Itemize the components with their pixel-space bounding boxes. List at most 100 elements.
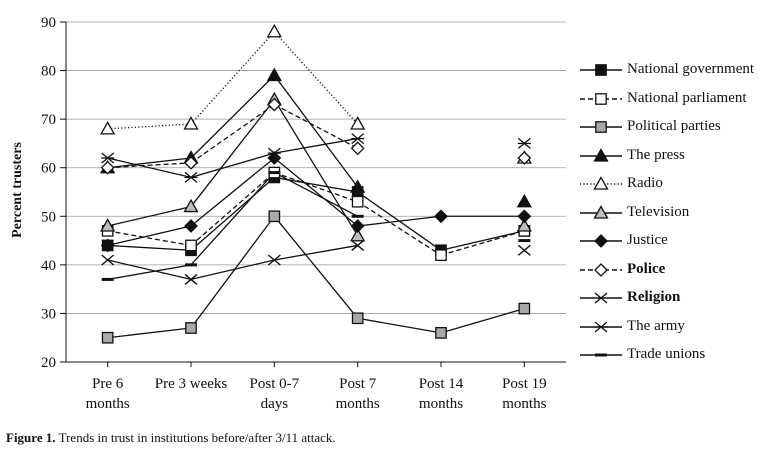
marker-stroke xyxy=(351,239,365,251)
x-tick-label: Pre 6 xyxy=(92,376,124,392)
data-point xyxy=(516,218,532,232)
legend-marker xyxy=(595,64,607,76)
series-segment xyxy=(190,157,275,227)
legend-item: The press xyxy=(578,143,784,172)
legend-item: National parliament xyxy=(578,86,784,115)
series-justice xyxy=(107,157,525,247)
legend-swatch xyxy=(580,321,622,332)
y-tick-label: 70 xyxy=(41,112,56,128)
legend-item: Radio xyxy=(578,171,784,200)
series-segment xyxy=(107,162,192,169)
legend-marker xyxy=(595,121,607,133)
series-segment xyxy=(440,230,525,256)
legend: National government National parliament Po… xyxy=(578,57,784,371)
data-point xyxy=(350,179,366,193)
series-segment xyxy=(107,157,192,179)
figure-caption: Figure 1. Trends in trust in institution… xyxy=(6,430,336,446)
marker-stroke xyxy=(184,273,198,285)
legend-label: Justice xyxy=(627,232,668,248)
marker-stroke xyxy=(517,244,531,256)
series-segment xyxy=(190,176,275,251)
markers-radio xyxy=(100,23,532,164)
series-political-parties xyxy=(107,215,525,339)
series-radio xyxy=(107,31,359,130)
legend-item: The army xyxy=(578,314,784,343)
data-point xyxy=(266,23,282,38)
legend-swatch xyxy=(580,234,622,248)
data-point xyxy=(351,312,364,325)
data-point xyxy=(185,322,197,334)
data-point xyxy=(435,249,447,261)
data-point xyxy=(267,254,281,266)
markers-the-press xyxy=(100,67,532,208)
x-tick-label: days xyxy=(261,396,289,412)
y-tick-label: 30 xyxy=(41,306,56,322)
legend-item: Political parties xyxy=(578,114,784,143)
legend-swatch xyxy=(580,292,622,304)
legend-item: Television xyxy=(578,200,784,229)
legend-item: Religion xyxy=(578,285,784,314)
markers-national-parliament xyxy=(101,166,531,261)
legend-label: Trade unions xyxy=(627,346,706,362)
data-point xyxy=(350,219,365,233)
data-point xyxy=(100,160,115,175)
data-point xyxy=(268,210,281,223)
series-segment xyxy=(274,171,358,203)
markers-justice xyxy=(100,151,532,253)
caption-text: Trends in trust in institutions before/a… xyxy=(58,430,336,445)
legend-label: Political parties xyxy=(627,118,721,134)
data-point xyxy=(100,218,116,232)
legend-label: The press xyxy=(627,146,685,163)
legend-label: Religion xyxy=(627,289,681,305)
series-segment xyxy=(440,230,525,251)
data-point xyxy=(101,254,115,266)
series-national-government xyxy=(107,176,525,251)
series-segment xyxy=(107,123,192,130)
y-axis-label: Percent trusters xyxy=(10,142,25,238)
markers-the-army xyxy=(101,133,531,183)
x-tick-label: months xyxy=(419,396,463,412)
series-segment xyxy=(190,31,275,125)
series-segment xyxy=(357,317,442,334)
series-segment xyxy=(274,103,358,149)
y-tick-label: 80 xyxy=(41,64,56,80)
axes: 20 30 40 50 60 70 80 90 Pre 6 months Pre 3 weeks Po… xyxy=(41,15,566,412)
data-point xyxy=(100,121,116,135)
x-tick-label: Post 19 xyxy=(502,376,547,392)
legend-swatch xyxy=(580,92,622,105)
legend-swatch xyxy=(580,353,622,357)
marker-stroke xyxy=(101,254,115,266)
series-segment xyxy=(357,201,442,256)
data-point xyxy=(183,198,199,213)
series-segment xyxy=(274,171,358,217)
data-point xyxy=(350,141,365,156)
series-the-press xyxy=(107,74,359,188)
marker-stroke xyxy=(267,254,281,266)
data-point xyxy=(266,67,282,82)
data-point xyxy=(184,155,198,170)
data-point xyxy=(517,137,531,149)
data-point xyxy=(350,227,366,242)
series-segment xyxy=(190,104,275,164)
legend-label: The army xyxy=(627,317,685,334)
legend-swatch xyxy=(580,176,622,190)
series-segment xyxy=(274,244,358,261)
series-segment xyxy=(273,157,359,227)
legend-marker xyxy=(594,321,608,332)
x-tick-label: Pre 3 weeks xyxy=(155,376,228,392)
legend-swatch xyxy=(580,204,622,219)
series-national-parliament xyxy=(107,171,525,256)
x-tick-label: months xyxy=(86,396,130,412)
y-tick-label: 50 xyxy=(41,209,56,225)
legend-label: Police xyxy=(627,260,666,277)
x-tick-label: Post 0-7 xyxy=(250,376,300,392)
legend-label: Radio xyxy=(627,175,663,191)
legend-marker xyxy=(593,176,609,190)
data-point xyxy=(517,209,532,224)
legend-label: National parliament xyxy=(627,89,747,106)
legend-swatch xyxy=(580,64,622,76)
series-segment xyxy=(273,99,359,237)
series-segment xyxy=(190,259,275,281)
data-point xyxy=(517,244,531,256)
